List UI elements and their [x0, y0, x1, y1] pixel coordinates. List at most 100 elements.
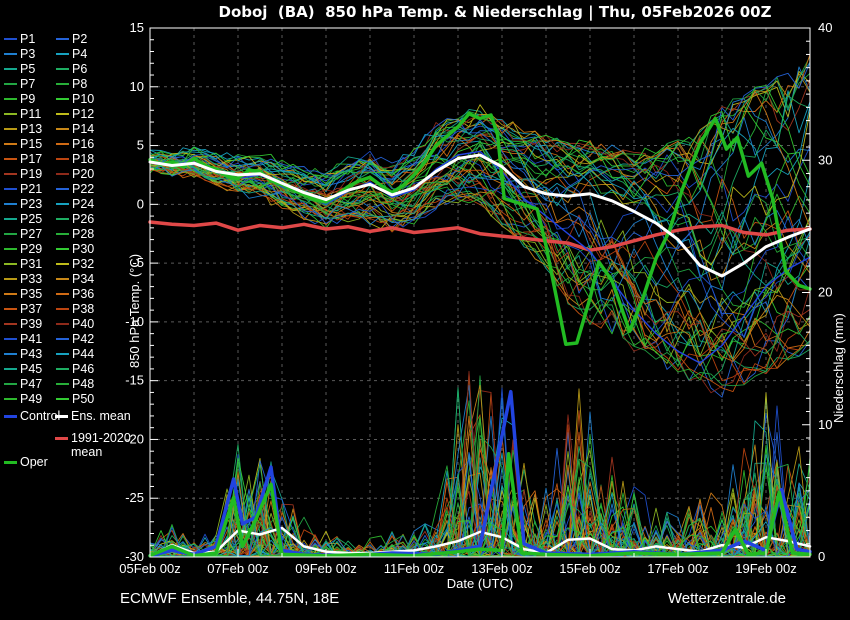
- legend-label-P45: P45: [20, 361, 43, 376]
- chart-title: Doboj (BA) 850 hPa Temp. & Niederschlag …: [218, 3, 772, 21]
- legend-label-P19: P19: [20, 166, 43, 181]
- legend-item-P4: P4: [56, 46, 126, 61]
- legend-label-P11: P11: [20, 106, 42, 121]
- legend-label-P31: P31: [20, 256, 43, 271]
- legend-item-P47: P47: [4, 376, 56, 391]
- legend-swatch-P27: [4, 232, 17, 235]
- legend-item-P27: P27: [4, 226, 56, 241]
- svg-text:20: 20: [818, 285, 832, 300]
- svg-text:-15: -15: [125, 373, 144, 388]
- legend-swatch-P44: [56, 352, 69, 355]
- svg-text:17Feb 00z: 17Feb 00z: [647, 561, 708, 576]
- legend-swatch-P40: [56, 322, 69, 325]
- legend-label-P41: P41: [20, 331, 43, 346]
- legend-item-P13: P13: [4, 121, 56, 136]
- legend-item-P39: P39: [4, 316, 56, 331]
- legend-item-P16: P16: [56, 136, 126, 151]
- legend-swatch-P6: [56, 67, 69, 70]
- legend-swatch-P7: [4, 82, 17, 85]
- legend-swatch-P33: [4, 277, 17, 280]
- legend-item-P20: P20: [56, 166, 126, 181]
- legend-label-P9: P9: [20, 91, 36, 106]
- legend-item-P1: P1: [4, 31, 56, 46]
- legend-label-P32: P32: [72, 256, 95, 271]
- legend-item-P7: P7: [4, 76, 56, 91]
- legend-label-P4: P4: [72, 46, 88, 61]
- legend-item-P5: P5: [4, 61, 56, 76]
- legend-label-P18: P18: [72, 151, 95, 166]
- legend-swatch-P45: [4, 367, 17, 370]
- legend-item-P3: P3: [4, 46, 56, 61]
- legend-label-P39: P39: [20, 316, 43, 331]
- legend-swatch-oper: [4, 461, 17, 464]
- footer-site-name: Wetterzentrale.de: [667, 590, 786, 607]
- legend-label-P42: P42: [72, 331, 95, 346]
- legend-item-P11: P11: [4, 106, 56, 121]
- legend-item-P46: P46: [56, 361, 126, 376]
- legend-swatch-P22: [56, 187, 69, 190]
- legend-label-P46: P46: [72, 361, 95, 376]
- legend-swatch-control: [4, 415, 17, 418]
- legend-swatch-P8: [56, 82, 69, 85]
- svg-text:-10: -10: [125, 314, 144, 329]
- legend-label-P7: P7: [20, 76, 36, 91]
- legend-item-P42: P42: [56, 331, 126, 346]
- legend-swatch-P13: [4, 127, 17, 130]
- legend-swatch-P28: [56, 232, 69, 235]
- legend-item-P2: P2: [56, 31, 126, 46]
- legend-label-P1: P1: [20, 31, 36, 46]
- svg-text:-30: -30: [125, 549, 144, 564]
- legend-item-ens-mean: Ens. mean: [55, 409, 131, 423]
- legend-item-P44: P44: [56, 346, 126, 361]
- legend-swatch-P37: [4, 307, 17, 310]
- legend-item-P8: P8: [56, 76, 126, 91]
- legend-swatch-P2: [56, 37, 69, 40]
- legend-swatch-P5: [4, 67, 17, 70]
- legend-item-P31: P31: [4, 256, 56, 271]
- legend-item-P14: P14: [56, 121, 126, 136]
- legend-swatch-P29: [4, 247, 17, 250]
- legend-label-P13: P13: [20, 121, 43, 136]
- legend-swatch-P47: [4, 382, 17, 385]
- svg-text:15: 15: [130, 20, 144, 35]
- svg-text:0: 0: [818, 549, 825, 564]
- legend-swatch-P11: [4, 112, 17, 115]
- legend-label-P25: P25: [20, 211, 43, 226]
- legend-label-P14: P14: [72, 121, 95, 136]
- legend-item-P26: P26: [56, 211, 126, 226]
- legend-label-P30: P30: [72, 241, 95, 256]
- legend-item-P35: P35: [4, 286, 56, 301]
- svg-text:13Feb 00z: 13Feb 00z: [471, 561, 532, 576]
- left-axis-title: 850 hPa Temp. (°C): [127, 253, 142, 368]
- legend-label-climate-mean: 1991-2020 mean: [71, 431, 131, 459]
- legend-item-P6: P6: [56, 61, 126, 76]
- legend-label-P17: P17: [20, 151, 43, 166]
- legend-swatch-P12: [56, 112, 69, 115]
- legend-label-P3: P3: [20, 46, 36, 61]
- legend-label-oper: Oper: [20, 455, 48, 469]
- legend-item-P12: P12: [56, 106, 126, 121]
- legend-swatch-P46: [56, 367, 69, 370]
- legend-label-P44: P44: [72, 346, 95, 361]
- svg-text:0: 0: [137, 196, 144, 211]
- legend-item-P32: P32: [56, 256, 126, 271]
- svg-text:40: 40: [818, 20, 832, 35]
- legend-label-P35: P35: [20, 286, 43, 301]
- legend-swatch-P49: [4, 397, 17, 400]
- svg-text:15Feb 00z: 15Feb 00z: [559, 561, 620, 576]
- legend-item-P21: P21: [4, 181, 56, 196]
- legend-item-P34: P34: [56, 271, 126, 286]
- svg-text:-20: -20: [125, 431, 144, 446]
- legend-item-P43: P43: [4, 346, 56, 361]
- legend-swatch-P4: [56, 52, 69, 55]
- legend-label-P48: P48: [72, 376, 95, 391]
- legend-item-P25: P25: [4, 211, 56, 226]
- legend-swatch-P42: [56, 337, 69, 340]
- legend-label-P36: P36: [72, 286, 95, 301]
- legend-label-P23: P23: [20, 196, 43, 211]
- legend-swatch-P43: [4, 352, 17, 355]
- legend-label-control: Control: [20, 409, 61, 423]
- legend-label-P43: P43: [20, 346, 43, 361]
- legend-item-P50: P50: [56, 391, 126, 406]
